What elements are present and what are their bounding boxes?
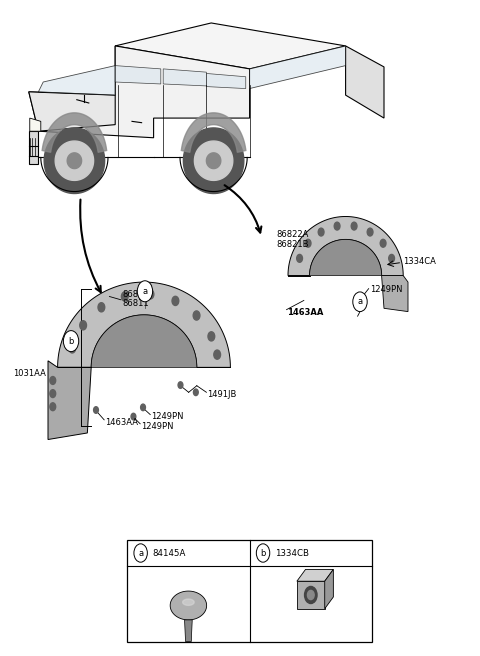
Text: a: a: [143, 287, 147, 296]
Circle shape: [178, 382, 183, 388]
Polygon shape: [181, 113, 246, 152]
Text: 86812: 86812: [122, 290, 149, 299]
Polygon shape: [183, 599, 194, 605]
Polygon shape: [48, 361, 91, 440]
Polygon shape: [288, 216, 403, 276]
Polygon shape: [324, 569, 333, 609]
Polygon shape: [206, 153, 221, 169]
Circle shape: [80, 321, 86, 330]
Text: 1463AA: 1463AA: [105, 418, 138, 427]
Polygon shape: [346, 46, 384, 118]
Circle shape: [137, 281, 153, 302]
Polygon shape: [297, 581, 324, 609]
Text: b: b: [260, 548, 266, 558]
Text: 1491JB: 1491JB: [207, 390, 237, 400]
Polygon shape: [184, 620, 192, 642]
Text: 1249PN: 1249PN: [151, 412, 184, 421]
Circle shape: [134, 544, 147, 562]
Circle shape: [351, 222, 357, 230]
Polygon shape: [29, 92, 115, 131]
Circle shape: [50, 403, 56, 411]
Polygon shape: [67, 153, 82, 169]
Circle shape: [50, 390, 56, 398]
Text: a: a: [358, 297, 362, 306]
Circle shape: [353, 292, 367, 312]
Circle shape: [193, 311, 200, 320]
Text: 1334CA: 1334CA: [403, 257, 436, 266]
Polygon shape: [170, 591, 206, 620]
Polygon shape: [115, 23, 346, 69]
Polygon shape: [42, 113, 107, 152]
Polygon shape: [115, 46, 154, 118]
Text: a: a: [138, 548, 143, 558]
Circle shape: [380, 239, 386, 247]
Circle shape: [147, 290, 154, 299]
Polygon shape: [310, 239, 382, 276]
Polygon shape: [91, 315, 197, 367]
Text: b: b: [68, 337, 74, 346]
Circle shape: [141, 404, 145, 411]
Circle shape: [63, 331, 79, 352]
Circle shape: [334, 222, 340, 230]
Circle shape: [94, 407, 98, 413]
Text: 86822A: 86822A: [276, 230, 308, 239]
Text: 1249PN: 1249PN: [370, 285, 402, 295]
Circle shape: [304, 586, 317, 604]
Circle shape: [307, 590, 314, 600]
Polygon shape: [38, 66, 115, 95]
Polygon shape: [30, 118, 41, 131]
Text: 1031AA: 1031AA: [13, 369, 46, 379]
Circle shape: [389, 255, 395, 262]
Circle shape: [69, 344, 75, 353]
Circle shape: [50, 377, 56, 384]
Polygon shape: [58, 282, 230, 367]
Circle shape: [208, 332, 215, 341]
Circle shape: [193, 389, 198, 396]
Polygon shape: [29, 131, 38, 164]
Circle shape: [131, 413, 136, 420]
Polygon shape: [44, 128, 105, 194]
Polygon shape: [250, 46, 346, 89]
Circle shape: [305, 239, 311, 247]
Text: 86821B: 86821B: [276, 239, 309, 249]
Circle shape: [297, 255, 302, 262]
Polygon shape: [163, 69, 206, 86]
Text: 1463AA: 1463AA: [287, 308, 324, 317]
Circle shape: [318, 228, 324, 236]
Circle shape: [256, 544, 270, 562]
Bar: [127, 540, 372, 642]
Polygon shape: [29, 46, 250, 138]
Text: 86811: 86811: [122, 299, 149, 308]
Text: 84145A: 84145A: [152, 548, 186, 558]
Circle shape: [214, 350, 220, 359]
Polygon shape: [194, 141, 233, 180]
Circle shape: [172, 297, 179, 306]
Text: 1334CB: 1334CB: [275, 548, 309, 558]
Polygon shape: [183, 128, 244, 194]
Circle shape: [367, 228, 373, 236]
Polygon shape: [55, 141, 94, 180]
Polygon shape: [206, 73, 246, 89]
Polygon shape: [382, 276, 408, 312]
Text: 1249PN: 1249PN: [141, 422, 173, 431]
Polygon shape: [115, 66, 161, 84]
Circle shape: [98, 302, 105, 312]
Polygon shape: [297, 569, 333, 581]
Circle shape: [121, 292, 128, 301]
